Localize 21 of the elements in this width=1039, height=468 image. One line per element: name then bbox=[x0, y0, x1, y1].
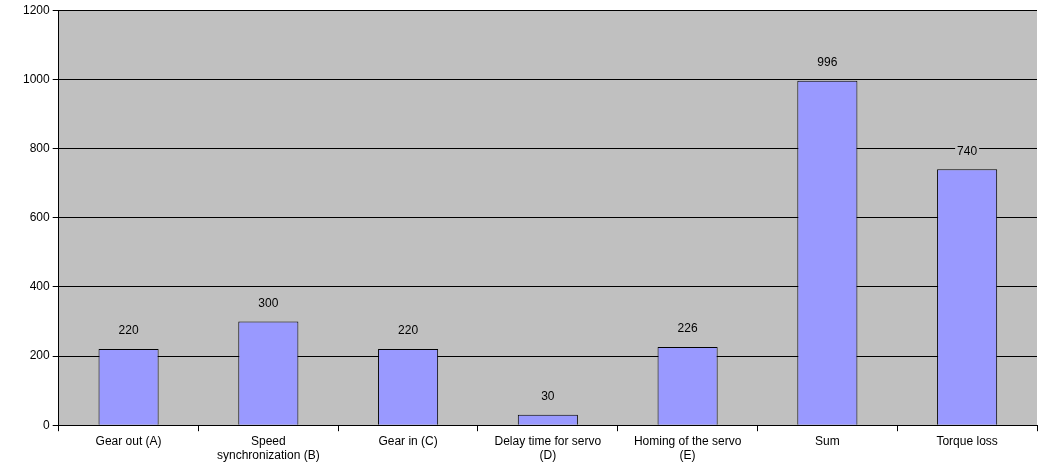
x-tick-label: Gear in (C) bbox=[378, 433, 438, 448]
x-tick-label: Gear out (A) bbox=[95, 433, 162, 448]
data-label: 300 bbox=[258, 295, 279, 310]
data-label: 30 bbox=[541, 389, 555, 404]
data-label: 996 bbox=[817, 55, 838, 70]
y-tick-label: 800 bbox=[29, 140, 51, 155]
y-tick-label: 1000 bbox=[22, 71, 51, 86]
data-label: 226 bbox=[677, 321, 698, 336]
y-tick-label: 200 bbox=[29, 348, 51, 363]
x-tick-label: Speed synchronization (B) bbox=[216, 433, 320, 463]
x-tick-label: Homing of the servo (E) bbox=[633, 433, 742, 463]
data-label: 220 bbox=[398, 323, 419, 338]
y-tick-label: 400 bbox=[29, 279, 51, 294]
y-tick-label: 1200 bbox=[22, 2, 51, 17]
x-tick-label: Delay time for servo (D) bbox=[494, 433, 602, 463]
data-label: 740 bbox=[957, 143, 978, 158]
x-tick-label: Sum bbox=[815, 433, 840, 448]
y-tick-label: 600 bbox=[29, 210, 51, 225]
data-label: 220 bbox=[118, 323, 139, 338]
y-tick-label: 0 bbox=[43, 417, 51, 432]
x-tick-label: Torque loss bbox=[936, 433, 998, 448]
